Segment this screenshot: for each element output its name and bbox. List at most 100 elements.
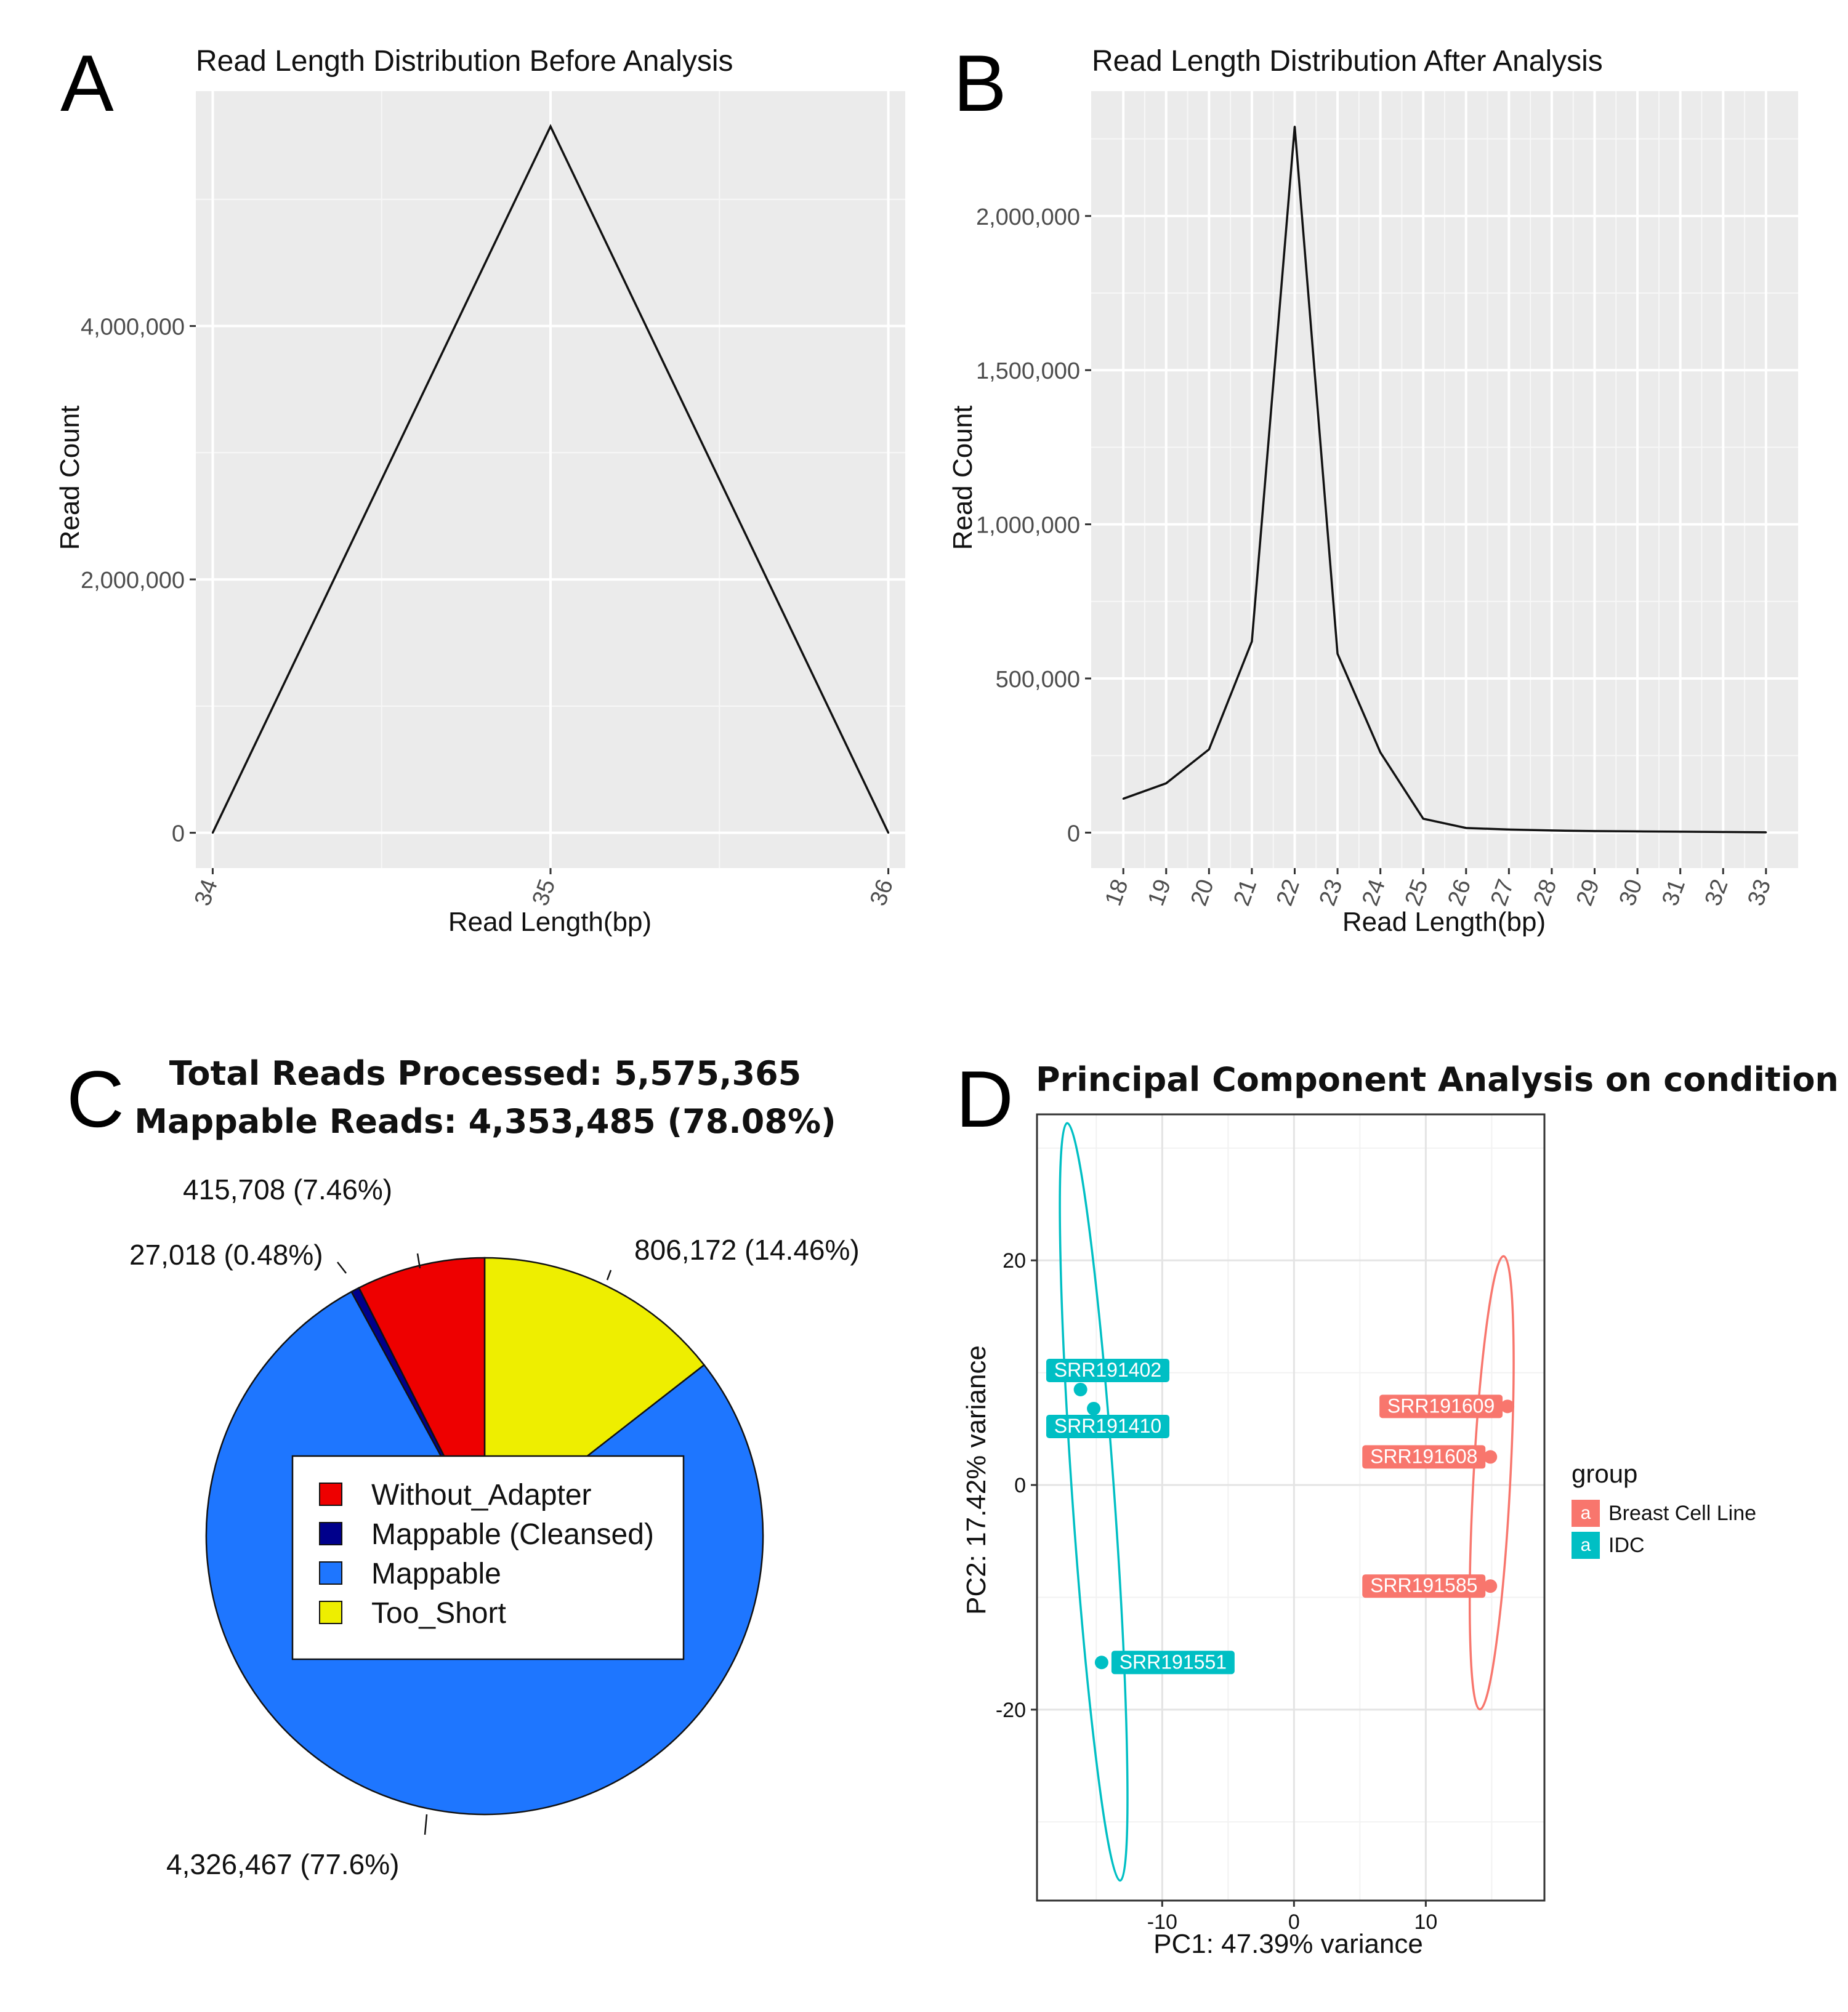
x-tick-label: 19 [1143, 876, 1176, 909]
legend-key-glyph: a [1581, 1503, 1591, 1523]
data-point [1465, 827, 1467, 829]
pie-label-tick [416, 1253, 421, 1269]
legend-label: Breast Cell Line [1608, 1502, 1756, 1525]
chart-d-ylabel: PC2: 17.42% variance [961, 1345, 991, 1615]
data-point [1501, 1399, 1515, 1414]
x-tick-label: 31 [1657, 876, 1690, 909]
point-label-box [1362, 1574, 1486, 1598]
y-tick-label: 4,000,000 [81, 315, 185, 340]
data-point [1679, 831, 1682, 833]
x-tick-label: 23 [1315, 876, 1348, 909]
panel-letter-a: A [60, 38, 114, 128]
data-point [1722, 831, 1724, 833]
pie-legend [291, 1455, 685, 1660]
x-tick-label: 28 [1528, 876, 1562, 909]
point-label-box [1046, 1414, 1169, 1438]
y-tick-label: 500,000 [996, 667, 1080, 693]
legend-key-glyph: a [1581, 1535, 1591, 1555]
y-tick-label: 1,500,000 [976, 358, 1080, 384]
x-tick-label: 36 [865, 876, 898, 909]
chart-a: Read Length Distribution Before Analysis… [55, 45, 905, 937]
plot-border [1036, 1113, 1546, 1902]
data-point [1208, 748, 1210, 750]
x-tick-label: -10 [1147, 1910, 1177, 1934]
data-point [1336, 653, 1339, 655]
chart-c-title: Total Reads Processed: 5,575,365 [169, 1054, 802, 1093]
chart-b-ylabel: Read Count [948, 406, 978, 550]
chart-b-xlabel: Read Length(bp) [1342, 907, 1546, 937]
panel-letter-c: C [67, 1054, 124, 1144]
x-tick-label: 33 [1743, 876, 1776, 909]
point-label-box [1046, 1358, 1169, 1382]
chart-b: Read Length Distribution After Analysis … [948, 45, 1798, 937]
legend-label: IDC [1608, 1534, 1645, 1557]
x-tick-label: 21 [1229, 876, 1262, 909]
pie-slice-label: 806,172 (14.46%) [634, 1234, 860, 1266]
legend-label: Too_Short [371, 1597, 506, 1630]
chart-b-title: Read Length Distribution After Analysis [1092, 45, 1603, 78]
chart-d-title: Principal Component Analysis on conditio… [1036, 1060, 1839, 1099]
legend-label: Mappable [371, 1558, 501, 1590]
legend-label: Mappable (Cleansed) [371, 1518, 654, 1551]
point-label: SRR191402 [1054, 1359, 1161, 1381]
x-tick-label: 32 [1700, 876, 1733, 909]
x-tick-label: 0 [1288, 1910, 1300, 1934]
data-point [1636, 830, 1639, 832]
y-tick-label: 0 [172, 821, 185, 847]
legend-swatch [319, 1601, 342, 1624]
x-tick-label: 18 [1100, 876, 1134, 909]
chart-c-subtitle: Mappable Reads: 4,353,485 (78.08%) [134, 1102, 836, 1141]
pie-slice-label: 27,018 (0.48%) [129, 1239, 323, 1271]
series-line [1123, 126, 1766, 834]
x-tick-label: 10 [1414, 1910, 1437, 1934]
x-tick-label: 26 [1443, 876, 1476, 909]
point-label: SRR191585 [1370, 1574, 1477, 1596]
y-tick-label: 2,000,000 [976, 204, 1080, 230]
x-tick-label: 29 [1572, 876, 1605, 909]
data-point [1422, 818, 1424, 820]
data-point [1293, 126, 1296, 128]
pie-label-tick [424, 1814, 428, 1835]
x-tick-label: 24 [1357, 876, 1390, 909]
point-label: SRR191551 [1120, 1651, 1227, 1673]
data-point [1251, 640, 1253, 643]
legend-title: group [1572, 1459, 1637, 1488]
point-label-box [1379, 1394, 1503, 1418]
point-label: SRR191608 [1370, 1445, 1477, 1467]
legend-swatch [319, 1561, 342, 1585]
chart-d-xlabel: PC1: 47.39% variance [1153, 1929, 1423, 1959]
chart-d: Principal Component Analysis on conditio… [961, 1060, 1839, 1959]
point-label-box [1111, 1651, 1235, 1675]
data-point [211, 832, 214, 834]
y-tick-label: 0 [1067, 821, 1080, 847]
data-point [1594, 830, 1596, 832]
pie-slice-label: 4,326,467 (77.6%) [166, 1848, 400, 1880]
confidence-ellipse [1469, 1255, 1515, 1711]
panel-letter-b: B [953, 38, 1007, 128]
legend-key [1572, 1532, 1600, 1559]
x-tick-label: 34 [190, 876, 223, 909]
pie-label-tick [606, 1270, 612, 1281]
x-tick-label: 25 [1400, 876, 1434, 909]
panel-letter-d: D [956, 1054, 1014, 1144]
point-label: SRR191609 [1387, 1394, 1495, 1417]
data-point [1379, 751, 1382, 754]
point-label-box [1362, 1445, 1486, 1469]
confidence-ellipse [1059, 1122, 1129, 1882]
y-tick-label: -20 [996, 1699, 1026, 1722]
data-point [1094, 1656, 1108, 1670]
point-label: SRR191410 [1054, 1415, 1161, 1437]
legend-swatch [319, 1522, 342, 1545]
data-point [1122, 797, 1124, 800]
data-point [887, 832, 890, 834]
plot-area-d [1037, 1114, 1544, 1901]
legend-swatch [319, 1483, 342, 1506]
chart-a-xlabel: Read Length(bp) [448, 907, 652, 937]
chart-a-title: Read Length Distribution Before Analysis [196, 45, 733, 78]
y-tick-label: 2,000,000 [81, 568, 185, 594]
legend-key [1572, 1500, 1600, 1527]
x-tick-label: 20 [1186, 876, 1219, 909]
x-tick-label: 27 [1486, 876, 1519, 909]
chart-a-ylabel: Read Count [55, 406, 85, 550]
